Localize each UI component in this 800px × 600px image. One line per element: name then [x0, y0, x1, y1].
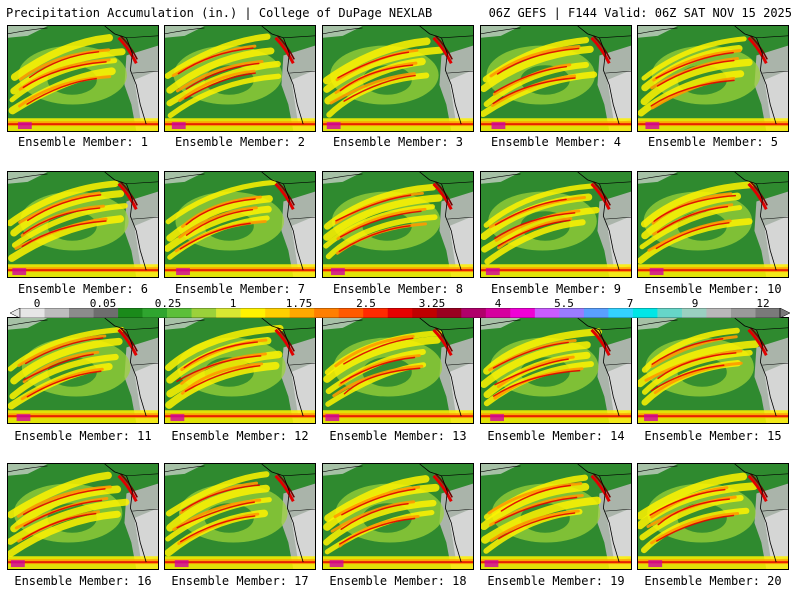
ensemble-map-4 [480, 25, 632, 132]
ensemble-member-label: Ensemble Member: 3 [332, 135, 464, 149]
title-right: 06Z GEFS | F144 Valid: 06Z SAT NOV 15 20… [488, 6, 792, 20]
colorbar-segment [534, 308, 560, 318]
colorbar-segment [755, 308, 781, 318]
ensemble-map-1 [7, 25, 159, 132]
colorbar-labels: 0 0.05 0.25 1 1.75 2.5 3.25 4 5.5 7 9 12 [0, 297, 800, 311]
colorbar-segment [142, 308, 168, 318]
colorbar-tick-label: 5.5 [554, 297, 574, 310]
ensemble-map-5 [637, 25, 789, 132]
colorbar-segment [461, 308, 487, 318]
colorbar-tick-label: 0.05 [89, 297, 117, 310]
ensemble-member-label: Ensemble Member: 10 [644, 282, 782, 296]
ensemble-map-8 [322, 171, 474, 278]
colorbar-segment [706, 308, 732, 318]
colorbar-tick-label: 2.5 [356, 297, 376, 310]
colorbar-segment [363, 308, 389, 318]
ensemble-map-7 [164, 171, 316, 278]
colorbar-segment [93, 308, 119, 318]
colorbar-segment [681, 308, 707, 318]
title-left: Precipitation Accumulation (in.) | Colle… [6, 6, 433, 20]
colorbar-segment [167, 308, 192, 318]
ensemble-map-10 [637, 171, 789, 278]
colorbar-segment [559, 308, 585, 318]
ensemble-map-2 [164, 25, 316, 132]
ensemble-member-label: Ensemble Member: 18 [329, 574, 467, 588]
colorbar-segment [608, 308, 634, 318]
ensemble-member-label: Ensemble Member: 2 [174, 135, 306, 149]
colorbar-segment [216, 308, 241, 318]
ensemble-map-9 [480, 171, 632, 278]
colorbar-segment [44, 308, 70, 318]
ensemble-map-13 [322, 317, 474, 424]
ensemble-map-14 [480, 317, 632, 424]
colorbar-tick-label: 1 [229, 297, 237, 310]
colorbar-tick-label: 7 [626, 297, 634, 310]
colorbar [10, 308, 790, 318]
ensemble-member-label: Ensemble Member: 19 [487, 574, 625, 588]
colorbar-segment [265, 308, 290, 318]
ensemble-map-6 [7, 171, 159, 278]
colorbar-tick-label: 12 [756, 297, 770, 310]
ensemble-map-15 [637, 317, 789, 424]
colorbar-segment [485, 308, 511, 318]
ensemble-member-label: Ensemble Member: 16 [14, 574, 152, 588]
colorbar-segment [240, 308, 266, 318]
ensemble-map-3 [322, 25, 474, 132]
colorbar-segment [387, 308, 413, 318]
ensemble-map-19 [480, 463, 632, 570]
colorbar-tick-label: 9 [691, 297, 699, 310]
ensemble-member-label: Ensemble Member: 13 [329, 429, 467, 443]
ensemble-map-11 [7, 317, 159, 424]
colorbar-segment [583, 308, 609, 318]
colorbar-max-arrow [779, 308, 790, 318]
colorbar-segment [510, 308, 536, 318]
ensemble-map-17 [164, 463, 316, 570]
ensemble-member-label: Ensemble Member: 11 [14, 429, 152, 443]
colorbar-segment [314, 308, 340, 318]
colorbar-min-arrow [10, 308, 21, 318]
ensemble-member-label: Ensemble Member: 1 [17, 135, 149, 149]
ensemble-member-label: Ensemble Member: 17 [171, 574, 309, 588]
colorbar-segment [69, 308, 94, 318]
ensemble-map-18 [322, 463, 474, 570]
ensemble-member-label: Ensemble Member: 12 [171, 429, 309, 443]
ensemble-map-16 [7, 463, 159, 570]
colorbar-tick-label: 0.25 [154, 297, 182, 310]
ensemble-member-label: Ensemble Member: 8 [332, 282, 464, 296]
ensemble-member-label: Ensemble Member: 6 [17, 282, 149, 296]
colorbar-segment [632, 308, 658, 318]
ensemble-member-label: Ensemble Member: 15 [644, 429, 782, 443]
colorbar-segment [191, 308, 217, 318]
colorbar-tick-label: 0 [33, 297, 41, 310]
colorbar-segment [338, 308, 364, 318]
colorbar-segment [436, 308, 462, 318]
ensemble-member-label: Ensemble Member: 5 [647, 135, 779, 149]
colorbar-segment [20, 308, 45, 318]
ensemble-member-label: Ensemble Member: 14 [487, 429, 625, 443]
colorbar-segment [657, 308, 683, 318]
ensemble-member-label: Ensemble Member: 4 [490, 135, 622, 149]
colorbar-segment [118, 308, 143, 318]
colorbar-tick-label: 4 [494, 297, 502, 310]
colorbar-segment [730, 308, 756, 318]
colorbar-segment [412, 308, 438, 318]
ensemble-map-20 [637, 463, 789, 570]
ensemble-map-12 [164, 317, 316, 424]
ensemble-member-label: Ensemble Member: 20 [644, 574, 782, 588]
ensemble-member-label: Ensemble Member: 9 [490, 282, 622, 296]
colorbar-segment [289, 308, 315, 318]
colorbar-tick-label: 3.25 [418, 297, 446, 310]
ensemble-member-label: Ensemble Member: 7 [174, 282, 306, 296]
colorbar-tick-label: 1.75 [285, 297, 313, 310]
